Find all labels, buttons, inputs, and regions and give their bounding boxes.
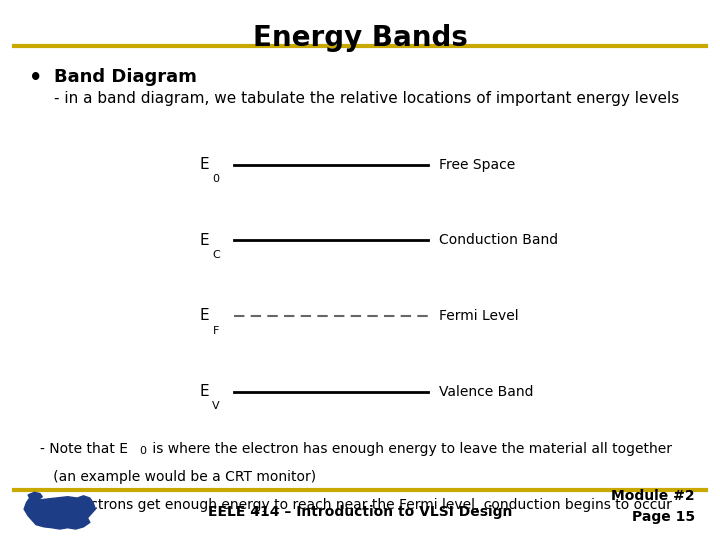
Text: 0: 0 (212, 174, 220, 185)
Text: - in a band diagram, we tabulate the relative locations of important energy leve: - in a band diagram, we tabulate the rel… (54, 91, 679, 106)
Polygon shape (24, 492, 95, 529)
Text: E: E (199, 384, 209, 399)
Text: Energy Bands: Energy Bands (253, 24, 467, 52)
Text: Fermi Level: Fermi Level (439, 309, 519, 323)
Text: Page 15: Page 15 (631, 510, 695, 524)
Text: Band Diagram: Band Diagram (54, 68, 197, 85)
Text: E: E (199, 308, 209, 323)
Text: (an example would be a CRT monitor): (an example would be a CRT monitor) (40, 470, 316, 484)
Text: Free Space: Free Space (439, 158, 516, 172)
Text: is where the electron has enough energy to leave the material all together: is where the electron has enough energy … (148, 442, 672, 456)
Text: E: E (199, 157, 209, 172)
Text: - as electrons get enough energy to reach near the Fermi level, conduction begin: - as electrons get enough energy to reac… (40, 498, 672, 512)
Text: •: • (29, 68, 42, 87)
Text: V: V (212, 401, 220, 411)
Text: 0: 0 (139, 446, 146, 456)
Text: C: C (212, 250, 220, 260)
Text: EELE 414 – Introduction to VLSI Design: EELE 414 – Introduction to VLSI Design (208, 505, 512, 519)
Text: F: F (212, 326, 219, 336)
Text: Module #2: Module #2 (611, 489, 695, 503)
Text: E: E (199, 233, 209, 248)
Text: Conduction Band: Conduction Band (439, 233, 558, 247)
Text: Valence Band: Valence Band (439, 384, 534, 399)
Text: - Note that E: - Note that E (40, 442, 127, 456)
